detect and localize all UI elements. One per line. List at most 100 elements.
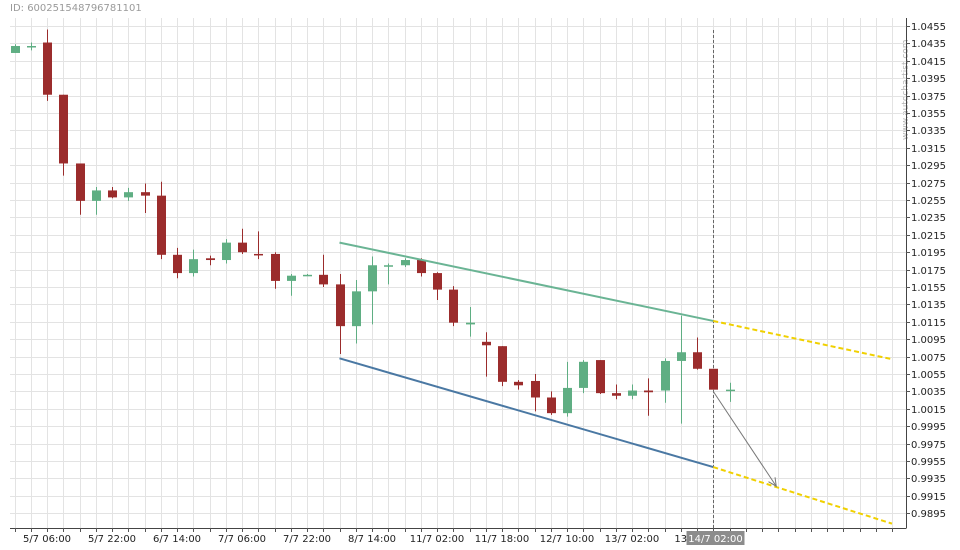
- candle-body: [222, 242, 231, 261]
- candle-body: [254, 253, 263, 256]
- candle-body: [482, 341, 491, 346]
- current-time-label: 14/7 02:00: [688, 534, 742, 545]
- candle-body: [368, 265, 377, 292]
- x-tick-label: 13: [674, 534, 687, 545]
- y-tick-label: 1.0095: [911, 335, 946, 346]
- y-tick-label: 1.0115: [911, 318, 946, 329]
- upper-projection: [713, 319, 893, 361]
- candle-body: [498, 346, 507, 382]
- x-tick-label: 7/7 22:00: [283, 534, 331, 545]
- candle-body: [206, 258, 215, 261]
- y-tick-label: 1.0035: [911, 387, 946, 398]
- candle-body: [531, 380, 540, 398]
- candle-body: [644, 390, 653, 393]
- upper-trendline: [339, 241, 714, 322]
- y-tick-label: 1.0015: [911, 405, 946, 416]
- candle-body: [401, 260, 410, 266]
- y-tick-label: 1.0075: [911, 353, 946, 364]
- candle-body: [141, 192, 150, 196]
- watermark-text: www.autochartist.com: [901, 40, 910, 140]
- candle-body: [336, 284, 345, 327]
- x-tick-label: 13/7 02:00: [605, 534, 659, 545]
- y-tick-label: 1.0335: [911, 126, 946, 137]
- x-tick-label: 11/7 02:00: [410, 534, 464, 545]
- chart-frame: [10, 18, 907, 529]
- y-tick-label: 0.9975: [911, 440, 946, 451]
- current-time-label-bg: [686, 531, 745, 545]
- trend-lines: [339, 241, 893, 525]
- candle-body: [433, 273, 442, 290]
- candle-body: [11, 46, 20, 53]
- x-tick-label: 6/7 14:00: [153, 534, 201, 545]
- candle-body: [596, 360, 605, 394]
- y-tick-label: 1.0155: [911, 283, 946, 294]
- lower-projection: [712, 466, 893, 525]
- candle-body: [612, 393, 621, 396]
- candle-body: [384, 265, 393, 267]
- y-tick-label: 1.0255: [911, 196, 946, 207]
- candle-body: [27, 46, 36, 48]
- y-tick-label: 1.0055: [911, 370, 946, 381]
- y-tick-label: 1.0395: [911, 74, 946, 85]
- watermark: www.autochartist.com: [901, 40, 910, 140]
- candle-body: [579, 361, 588, 388]
- candle-body: [352, 291, 361, 327]
- chart-id-label: ID: 600251548796781101: [10, 3, 142, 14]
- y-tick-label: 1.0275: [911, 179, 946, 190]
- candle-body: [677, 352, 686, 361]
- y-tick-label: 0.9895: [911, 509, 946, 520]
- y-tick-label: 1.0435: [911, 39, 946, 50]
- candle-body: [157, 195, 166, 255]
- y-axis: 1.0455 1.0435 1.0415 1.0395 1.0375 1.0355 1.03…: [906, 22, 946, 520]
- candle-body: [693, 352, 702, 369]
- forecast-arrow-shaft: [712, 391, 777, 487]
- y-tick-label: 1.0235: [911, 213, 946, 224]
- candle-body: [726, 389, 735, 392]
- y-tick-label: 0.9955: [911, 457, 946, 468]
- candles: [11, 29, 735, 424]
- x-tick-label: 5/7 22:00: [88, 534, 136, 545]
- y-tick-label: 1.0195: [911, 248, 946, 259]
- candle-body: [547, 397, 556, 414]
- y-tick-label: 0.9935: [911, 474, 946, 485]
- candle-body: [108, 190, 117, 198]
- candle-body: [709, 368, 718, 390]
- lower-trendline: [339, 357, 714, 469]
- candle-body: [76, 163, 85, 201]
- forecast-arrow-head: [768, 477, 777, 488]
- y-tick-label: 1.0295: [911, 161, 946, 172]
- x-tick-label: 8/7 14:00: [348, 534, 396, 545]
- candle-body: [319, 274, 328, 285]
- x-axis: 5/7 06:00 5/7 22:00 6/7 14:00 7/7 06:00 7/7 …: [15, 528, 893, 545]
- y-tick-label: 1.0175: [911, 266, 946, 277]
- candle-body: [303, 274, 312, 277]
- x-tick-label: 5/7 06:00: [23, 534, 71, 545]
- candle-body: [271, 253, 280, 281]
- candle-body: [124, 192, 133, 198]
- candle-body: [173, 254, 182, 274]
- y-tick-label: 1.0455: [911, 22, 946, 33]
- candle-body: [417, 260, 426, 274]
- y-tick-label: 1.0135: [911, 300, 946, 311]
- candle-body: [189, 259, 198, 274]
- candle-body: [43, 42, 52, 95]
- y-tick-label: 0.9915: [911, 492, 946, 503]
- y-tick-label: 0.9995: [911, 422, 946, 433]
- candle-body: [59, 94, 68, 164]
- y-tick-label: 1.0375: [911, 92, 946, 103]
- candle-body: [563, 387, 572, 414]
- x-tick-label: 7/7 06:00: [218, 534, 266, 545]
- y-tick-label: 1.0355: [911, 109, 946, 120]
- grid: [10, 18, 906, 528]
- x-tick-label: 12/7 10:00: [540, 534, 594, 545]
- candle-body: [449, 289, 458, 323]
- y-tick-label: 1.0315: [911, 144, 946, 155]
- candle-body: [514, 381, 523, 386]
- candle-body: [466, 322, 475, 325]
- candle-body: [628, 390, 637, 396]
- x-tick-label: 11/7 18:00: [475, 534, 529, 545]
- candle-body: [238, 242, 247, 253]
- y-tick-label: 1.0415: [911, 57, 946, 68]
- y-tick-label: 1.0215: [911, 231, 946, 242]
